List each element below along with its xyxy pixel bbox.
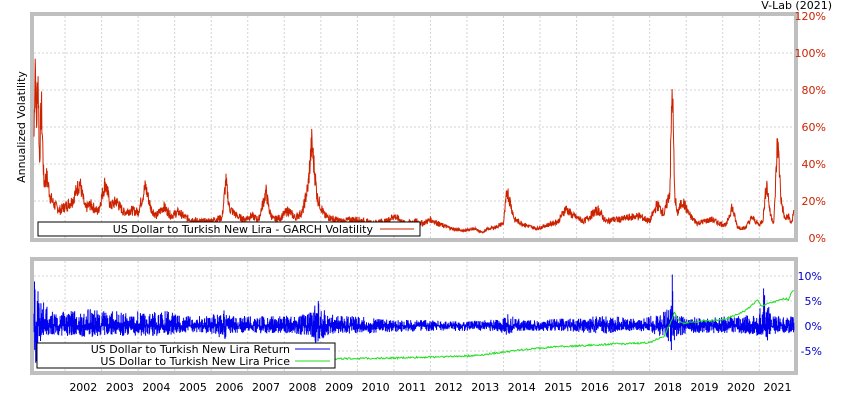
price-series (284, 289, 794, 361)
return-legend-box (36, 342, 336, 369)
return-y-tick-label: 5% (805, 295, 822, 308)
watermark: V-Lab (2021) (761, 0, 832, 12)
price-legend-label: US Dollar to Turkish New Lira Price (100, 355, 290, 368)
volatility-y-axis-label: Annualized Volatility (15, 71, 28, 183)
return-panel: 10% 5% 0% -5% US Dollar to Turkish New Lira… (30, 257, 822, 375)
x-tick-label: 2010 (362, 381, 390, 394)
x-tick-label: 2014 (508, 381, 536, 394)
x-tick-label: 2020 (727, 381, 755, 394)
return-y-axis: 10% 5% 0% -5% (798, 270, 822, 358)
x-tick-label: 2018 (654, 381, 682, 394)
x-tick-label: 2016 (581, 381, 609, 394)
x-tick-label: 2003 (106, 381, 134, 394)
x-tick-label: 2004 (142, 381, 170, 394)
price-series-line (284, 289, 794, 361)
x-axis: 2002 2003 2004 2005 2006 2007 2008 2009 2010 2011… (69, 381, 791, 394)
x-tick-label: 2008 (289, 381, 317, 394)
volatility-y-tick-label: 100% (795, 47, 826, 60)
volatility-y-tick-label: 60% (802, 121, 826, 134)
volatility-y-tick-label: 80% (802, 84, 826, 97)
volatility-legend-box (37, 221, 421, 237)
return-series (33, 274, 795, 363)
volatility-legend-label: US Dollar to Turkish New Lira - GARCH Vo… (113, 223, 374, 236)
x-tick-label: 2019 (690, 381, 718, 394)
volatility-y-tick-label: 20% (802, 195, 826, 208)
x-tick-label: 2007 (252, 381, 280, 394)
return-y-tick-label: 10% (798, 270, 822, 283)
x-tick-label: 2015 (544, 381, 572, 394)
x-tick-label: 2005 (179, 381, 207, 394)
x-tick-label: 2013 (471, 381, 499, 394)
return-legend: US Dollar to Turkish New Lira Return US … (36, 342, 336, 369)
return-y-tick-label: 0% (805, 320, 822, 333)
x-tick-label: 2012 (435, 381, 463, 394)
volatility-y-tick-label: 0% (809, 232, 826, 245)
volatility-y-axis: 120% 100% 80% 60% 40% 20% 0% (795, 10, 826, 245)
x-tick-label: 2011 (398, 381, 426, 394)
x-tick-label: 2009 (325, 381, 353, 394)
x-tick-label: 2006 (215, 381, 243, 394)
volatility-legend: US Dollar to Turkish New Lira - GARCH Vo… (37, 221, 421, 237)
x-tick-label: 2021 (764, 381, 792, 394)
x-tick-label: 2002 (69, 381, 97, 394)
volatility-panel: 120% 100% 80% 60% 40% 20% 0% Annualized Volati… (15, 10, 826, 245)
return-y-tick-label: -5% (801, 345, 822, 358)
return-legend-label: US Dollar to Turkish New Lira Return (91, 343, 290, 356)
x-tick-label: 2017 (617, 381, 645, 394)
volatility-gridlines (34, 16, 794, 238)
volatility-y-tick-label: 120% (795, 10, 826, 23)
volatility-y-tick-label: 40% (802, 158, 826, 171)
return-series-spikes (33, 274, 795, 363)
